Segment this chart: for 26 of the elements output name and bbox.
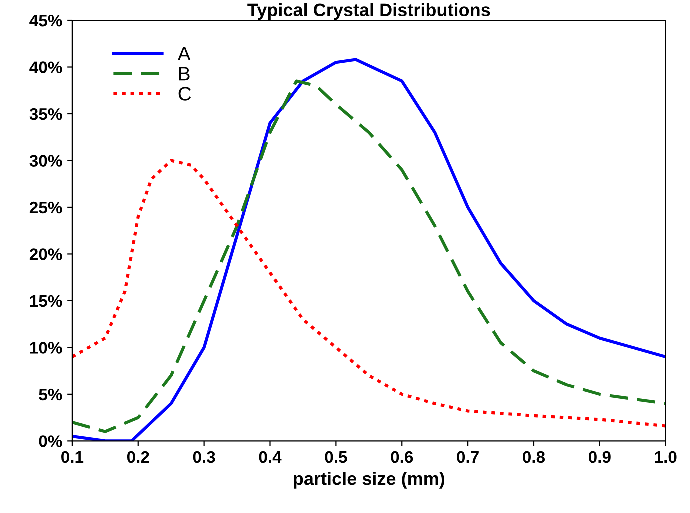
x-tick-label: 0.4: [259, 451, 282, 464]
y-tick-label: 10%: [30, 342, 62, 354]
x-tick-label: 0.7: [457, 451, 479, 464]
legend-label: C: [178, 87, 192, 101]
x-tick-label: 0.2: [127, 451, 150, 464]
legend-label: A: [178, 47, 191, 61]
y-tick-label: 45%: [30, 14, 62, 27]
y-tick-label: 15%: [30, 295, 62, 308]
line-series: [72, 159, 666, 428]
x-tick-label: 0.9: [588, 451, 611, 464]
y-tick-label: 5%: [39, 388, 62, 401]
x-axis-title: particle size (mm): [294, 472, 445, 489]
x-tick-label: 0.8: [523, 451, 546, 464]
y-tick-label: 25%: [30, 202, 62, 214]
y-tick-label: 20%: [30, 248, 62, 260]
chart-title: Typical Crystal Distributions: [248, 3, 490, 20]
y-tick-label: 35%: [30, 108, 62, 120]
y-tick-label: 30%: [30, 155, 62, 167]
x-tick-label: 0.6: [391, 451, 414, 464]
x-tick-label: 1.0: [655, 451, 677, 464]
x-tick-label: 0.1: [62, 451, 84, 464]
y-tick-label: 0%: [39, 436, 62, 448]
x-tick-label: 0.5: [325, 451, 348, 464]
y-tick-label: 40%: [30, 62, 62, 74]
legend-label: B: [179, 67, 190, 81]
x-tick-label: 0.3: [193, 451, 216, 464]
